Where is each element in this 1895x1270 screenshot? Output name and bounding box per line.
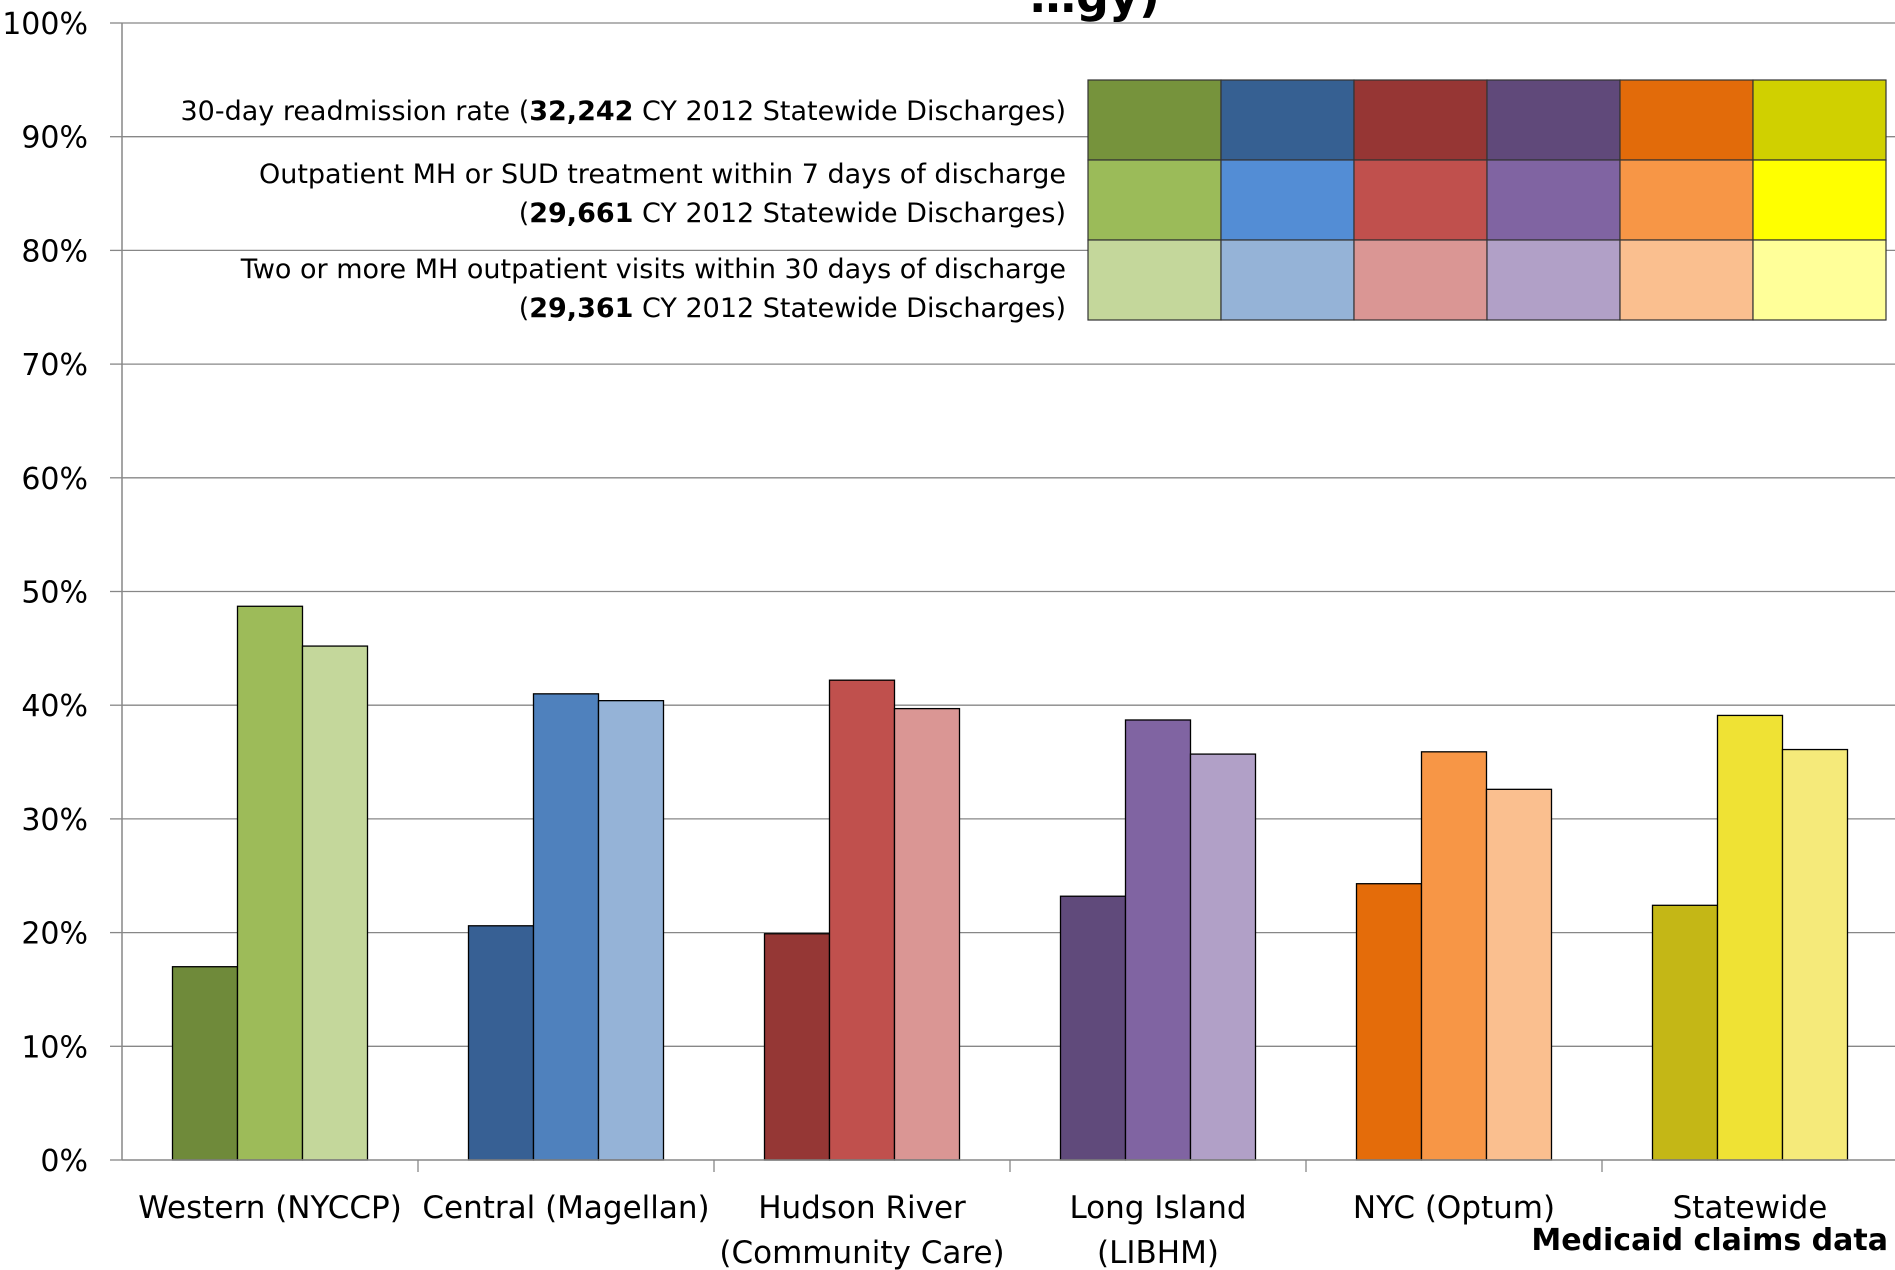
x-category-label: (LIBHM) (1097, 1235, 1219, 1270)
x-category-label: Western (NYCCP) (138, 1190, 402, 1226)
y-tick-label: 90% (21, 121, 88, 156)
legend-swatch (1220, 239, 1355, 321)
bar (1781, 748, 1849, 1161)
bar (1716, 714, 1784, 1161)
bar (763, 933, 831, 1161)
x-category-label: (Community Care) (719, 1235, 1004, 1270)
bar (236, 605, 304, 1161)
bar (301, 645, 369, 1161)
bar (1059, 895, 1127, 1161)
legend-swatch (1087, 79, 1222, 161)
legend-swatch (1220, 159, 1355, 241)
x-category-label: Long Island (1069, 1190, 1246, 1226)
y-tick-label: 60% (21, 462, 88, 497)
gridlines (122, 22, 1895, 1047)
legend-label: Two or more MH outpatient visits within … (240, 254, 1066, 285)
axes: 0% 10% 20% 30% 40% 50% 60% 70% 80% 90% 100% Western… (2, 7, 1895, 1270)
legend-swatch (1087, 159, 1222, 241)
bar (1124, 719, 1192, 1161)
bar (1189, 753, 1257, 1161)
legend-swatch (1220, 79, 1355, 161)
legend: 30-day readmission rate (32,242 CY 2012 … (180, 79, 1887, 324)
legend-label: Outpatient MH or SUD treatment within 7 … (259, 159, 1066, 190)
bar (893, 707, 961, 1161)
x-category-label: NYC (Optum) (1353, 1190, 1555, 1226)
legend-swatch (1486, 239, 1621, 321)
legend-swatch (1619, 159, 1754, 241)
bars (171, 605, 1849, 1161)
y-tick-label: 0% (40, 1144, 88, 1179)
y-tick-label: 50% (21, 576, 88, 611)
legend-swatch (1752, 239, 1887, 321)
bar (1651, 904, 1719, 1161)
source-note: Medicaid claims data (1531, 1223, 1888, 1258)
y-tick-label: 80% (21, 234, 88, 269)
legend-swatch (1486, 79, 1621, 161)
bar (1485, 788, 1553, 1161)
legend-swatch (1619, 239, 1754, 321)
legend-swatch (1353, 159, 1488, 241)
y-tick-label: 20% (21, 917, 88, 952)
legend-swatch (1752, 79, 1887, 161)
legend-swatch (1353, 239, 1488, 321)
legend-label: (29,661 CY 2012 Statewide Discharges) (519, 198, 1066, 229)
bar (532, 693, 600, 1161)
y-tick-label: 70% (21, 348, 88, 383)
bar (597, 700, 665, 1161)
x-category-label: Statewide (1673, 1190, 1828, 1226)
bar (1355, 883, 1423, 1161)
bar (171, 966, 239, 1161)
legend-swatch (1486, 159, 1621, 241)
x-category-label: Hudson River (758, 1190, 966, 1226)
bar (1420, 751, 1488, 1161)
y-tick-label: 100% (2, 7, 88, 42)
bar (467, 925, 535, 1161)
legend-swatch (1353, 79, 1488, 161)
legend-label: 30-day readmission rate (32,242 CY 2012 … (180, 96, 1066, 127)
legend-swatch (1087, 239, 1222, 321)
y-tick-label: 40% (21, 689, 88, 724)
legend-label: (29,361 CY 2012 Statewide Discharges) (519, 293, 1066, 324)
bar (828, 679, 896, 1161)
y-tick-label: 30% (21, 803, 88, 838)
legend-swatch (1619, 79, 1754, 161)
chart-title: …gy) (1030, 0, 1160, 23)
y-tick-label: 10% (21, 1030, 88, 1065)
x-category-label: Central (Magellan) (422, 1190, 709, 1226)
legend-swatch (1752, 159, 1887, 241)
